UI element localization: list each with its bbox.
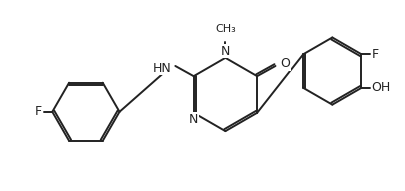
Text: CH₃: CH₃ — [215, 24, 236, 34]
Text: HN: HN — [153, 62, 171, 74]
Text: O: O — [281, 57, 290, 70]
Text: F: F — [35, 105, 42, 118]
Text: N: N — [221, 45, 230, 58]
Text: OH: OH — [372, 81, 391, 94]
Text: N: N — [189, 113, 198, 126]
Text: F: F — [372, 48, 379, 61]
